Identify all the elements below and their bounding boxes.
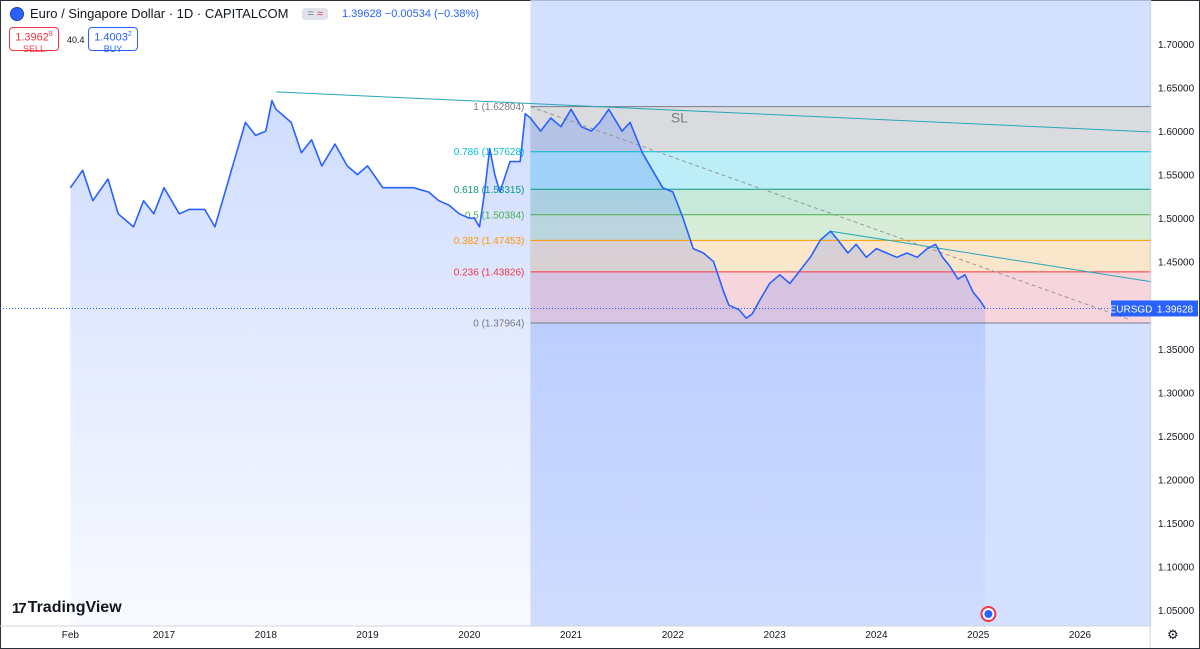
badge-approx: ≈ [316, 7, 323, 20]
y-tick-label: 1.30000 [1158, 388, 1195, 399]
x-tick-label: 2025 [967, 630, 990, 641]
spread-value: 40.4 [67, 35, 85, 45]
x-tick-label: 2019 [356, 630, 379, 641]
x-tick-label: 2026 [1069, 630, 1092, 641]
y-tick-label: 1.20000 [1158, 475, 1195, 486]
fib-level-label: 0.618 (1.53315) [454, 185, 525, 196]
buy-price: 1.4003 [94, 31, 128, 44]
tradingview-logo-icon[interactable]: 17 TradingView [12, 599, 122, 617]
fib-level-label: 0.5 (1.50384) [465, 210, 525, 221]
price-series-line [69, 99, 986, 320]
badge-equals: = [307, 7, 314, 20]
sell-price: 1.3962 [15, 31, 49, 44]
buy-price-sup: 2 [127, 31, 132, 38]
x-tick-label: 2017 [153, 630, 176, 641]
sell-label: SELL [22, 43, 46, 54]
sell-button[interactable]: 1.39628 SELL [9, 27, 59, 54]
y-tick-label: 1.65000 [1158, 84, 1195, 95]
x-tick-label: 2021 [560, 630, 583, 641]
gear-icon[interactable]: ⚙ [1167, 627, 1179, 642]
logo-text: TradingView [27, 599, 122, 616]
buy-label: BUY [103, 43, 123, 54]
last-price-tag [1152, 300, 1198, 317]
symbol-tag [1111, 300, 1152, 317]
fib-level-label: 1 (1.62804) [473, 102, 524, 113]
x-tick-label: 2020 [458, 630, 481, 641]
y-tick-label: 1.45000 [1158, 258, 1195, 269]
trend-line [830, 230, 1152, 283]
fib-level-label: 0.236 (1.43826) [454, 267, 525, 278]
fib-level-label: 0.382 (1.47453) [454, 236, 525, 247]
fib-level-label: 0 (1.37964) [473, 318, 524, 329]
symbol-tag-label: EURSGD [1110, 304, 1153, 315]
x-tick-label: 2024 [865, 630, 888, 641]
logo-mark: 17 [12, 599, 27, 617]
last-price-tag-label: 1.39628 [1157, 304, 1194, 315]
status-badge[interactable]: = ≈ [302, 7, 328, 20]
chart-header: Euro / Singapore Dollar · 1D · CAPITALCO… [10, 6, 479, 21]
price-area [70, 100, 986, 627]
symbol-title[interactable]: Euro / Singapore Dollar · 1D · CAPITALCO… [30, 6, 289, 21]
y-tick-label: 1.15000 [1158, 519, 1195, 530]
trend-line [275, 91, 1152, 133]
x-tick-label: 2018 [255, 630, 278, 641]
x-tick-label: 2022 [662, 630, 685, 641]
x-tick-label: 2023 [764, 630, 787, 641]
y-tick-label: 1.25000 [1158, 432, 1195, 443]
y-tick-label: 1.60000 [1158, 127, 1195, 138]
buy-button[interactable]: 1.40032 BUY [88, 27, 138, 54]
y-tick-label: 1.50000 [1158, 214, 1195, 225]
euro-flag-icon [10, 6, 24, 21]
y-tick-label: 1.05000 [1158, 606, 1195, 617]
y-tick-label: 1.55000 [1158, 171, 1195, 182]
sell-price-sup: 8 [48, 31, 53, 38]
fib-zone-text: SL [671, 109, 688, 125]
x-tick-label: Feb [62, 630, 80, 641]
y-tick-label: 1.35000 [1158, 345, 1195, 356]
y-tick-label: 1.10000 [1158, 562, 1195, 573]
y-tick-label: 1.70000 [1158, 40, 1195, 51]
last-quote: 1.39628 −0.00534 (−0.38%) [341, 7, 479, 20]
trend-line [530, 106, 1132, 321]
globe-icon-core [984, 610, 993, 618]
